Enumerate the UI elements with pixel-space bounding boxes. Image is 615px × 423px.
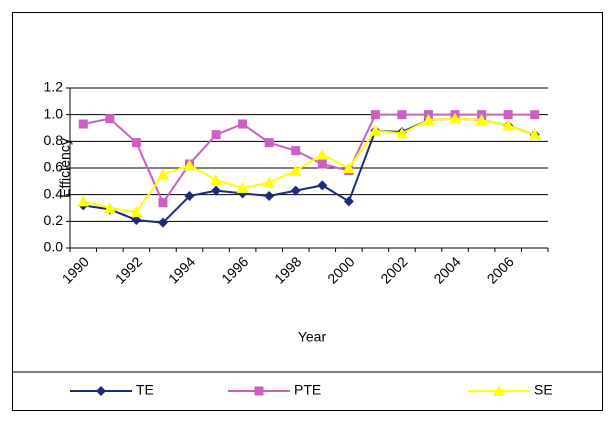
marker [184, 191, 195, 201]
marker [317, 180, 328, 191]
marker [210, 174, 223, 185]
marker [343, 196, 354, 207]
marker [449, 112, 462, 124]
marker [397, 110, 407, 120]
marker [422, 114, 435, 125]
marker [475, 114, 488, 125]
marker [211, 130, 221, 140]
y-tick-label: 0.4 [44, 185, 64, 201]
series-line [83, 117, 536, 214]
marker [264, 138, 274, 148]
marker [236, 182, 249, 193]
marker [263, 176, 276, 188]
marker [157, 217, 168, 228]
y-tick-label: 1.0 [44, 105, 64, 121]
marker [290, 185, 301, 196]
y-tick-label: 1.2 [44, 79, 64, 95]
marker [130, 206, 143, 217]
marker [528, 128, 541, 140]
marker [493, 385, 505, 396]
marker [78, 119, 88, 129]
marker [158, 198, 168, 208]
marker [289, 164, 302, 176]
marker [369, 124, 382, 136]
marker [156, 168, 169, 180]
y-axis-label: Efficiency [57, 138, 73, 198]
legend-label: SE [534, 382, 553, 398]
marker [77, 195, 90, 207]
x-axis-label: Year [298, 329, 327, 345]
marker [131, 215, 142, 225]
marker [254, 386, 264, 396]
marker [342, 162, 355, 173]
marker [211, 185, 222, 196]
marker [395, 127, 408, 139]
y-tick-label: 0.2 [44, 212, 64, 228]
marker [96, 386, 106, 396]
marker [131, 138, 141, 148]
marker [317, 159, 327, 169]
y-tick-label: 0.8 [44, 132, 64, 148]
y-tick-label: 0.0 [44, 239, 64, 255]
marker [370, 110, 380, 120]
y-tick-label: 0.6 [44, 159, 64, 175]
legend-label: PTE [294, 382, 321, 398]
marker [183, 159, 196, 171]
marker [291, 146, 301, 156]
marker [103, 202, 116, 213]
marker [264, 191, 275, 201]
marker [530, 110, 540, 120]
marker [502, 119, 515, 131]
marker [105, 114, 115, 124]
marker [503, 110, 513, 120]
legend-label: TE [136, 382, 154, 398]
marker [316, 148, 329, 160]
marker [238, 119, 248, 129]
